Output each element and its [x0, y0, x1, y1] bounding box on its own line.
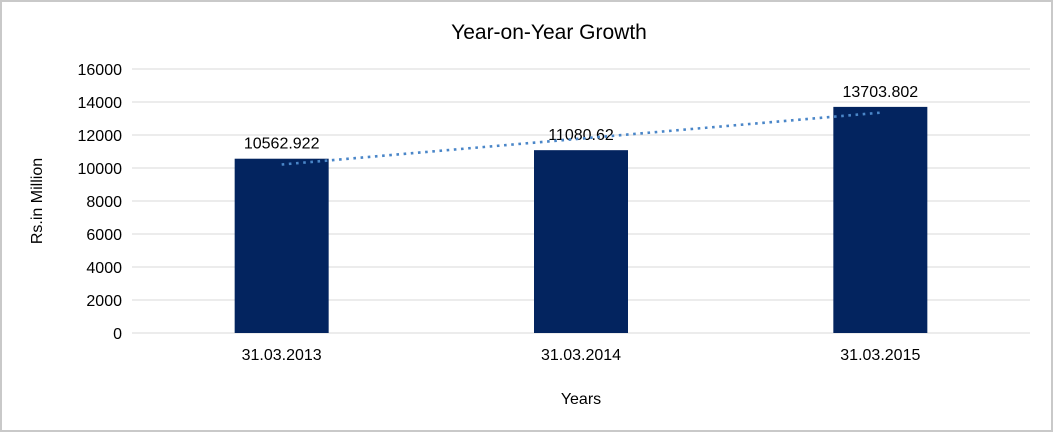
chart-title: Year-on-Year Growth — [451, 21, 647, 44]
y-tick-label: 10000 — [78, 161, 123, 178]
y-tick-label: 6000 — [86, 227, 122, 244]
y-tick-label: 4000 — [86, 260, 122, 277]
data-label: 13703.802 — [843, 84, 919, 101]
bar — [234, 158, 329, 333]
data-label: 11080.62 — [548, 127, 614, 144]
y-tick-label: 14000 — [78, 95, 123, 112]
y-tick-label: 2000 — [86, 293, 122, 310]
plot-area: 0 2000 4000 6000 8000 10000 12000 14000 16000 105… — [78, 62, 1030, 364]
x-tick-label: 31.03.2014 — [541, 347, 621, 364]
bar — [833, 106, 928, 333]
x-tick-label: 31.03.2015 — [840, 347, 920, 364]
bar — [534, 150, 628, 333]
data-label: 10562.922 — [244, 136, 320, 153]
y-tick-label: 8000 — [86, 194, 122, 211]
x-axis-title: Years — [561, 391, 601, 408]
y-axis-title: Rs.in Million — [29, 158, 46, 244]
y-tick-label: 12000 — [78, 128, 123, 145]
y-tick-label: 16000 — [78, 62, 123, 79]
x-tick-label: 31.03.2013 — [242, 347, 322, 364]
y-tick-label: 0 — [113, 326, 122, 343]
